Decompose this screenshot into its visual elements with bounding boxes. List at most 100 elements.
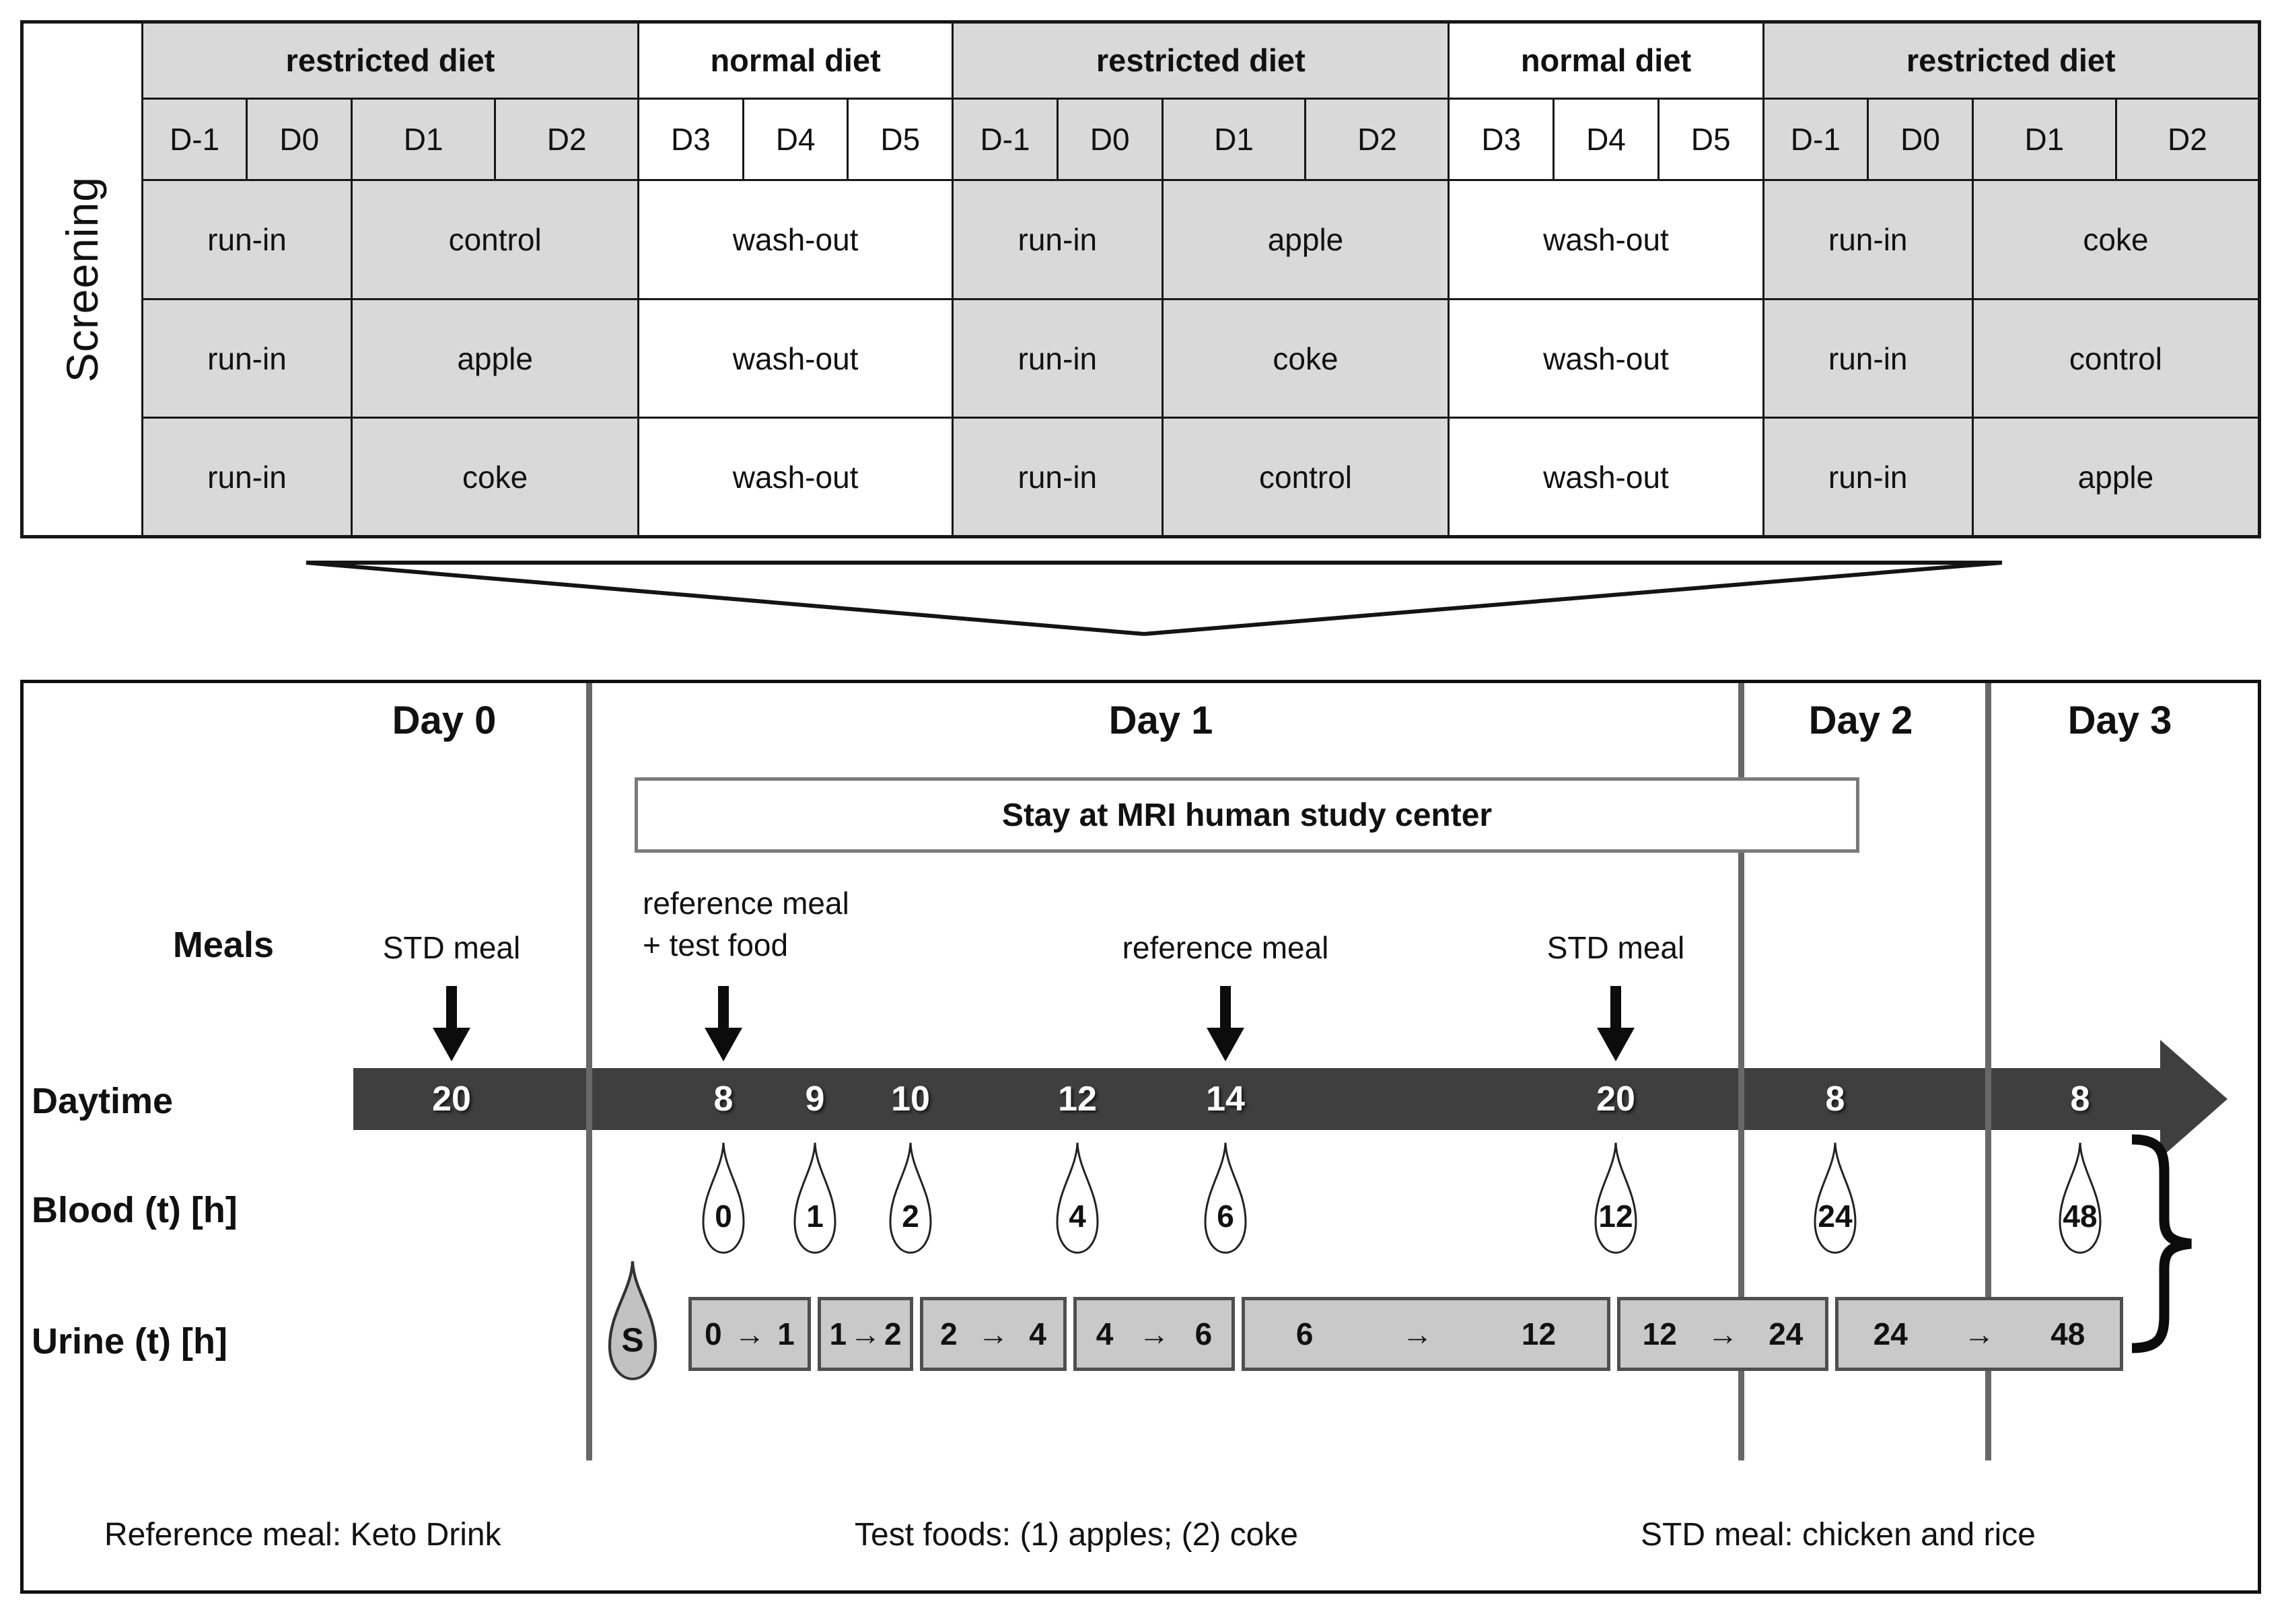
urine-start-label: S — [621, 1320, 644, 1359]
meal-arrow-icon — [705, 986, 742, 1061]
day-header: D0 — [246, 97, 353, 182]
daytime-tick: 20 — [1596, 1080, 1635, 1119]
urine-to: 12 — [1521, 1316, 1557, 1351]
day-header: D1 — [1161, 97, 1307, 182]
day-header: D-1 — [141, 97, 248, 182]
urine-row-label: Urine (t) [h] — [32, 1321, 227, 1362]
day-header: D4 — [1553, 97, 1660, 182]
legend-std-meal: STD meal: chicken and rice — [1641, 1517, 2036, 1553]
day-header: D2 — [2114, 97, 2261, 182]
day-header: D3 — [637, 97, 744, 182]
day-header: D5 — [847, 97, 954, 182]
diet-header: restricted diet — [952, 21, 1450, 100]
arrow-right-icon: → — [734, 1316, 765, 1351]
diet-header: restricted diet — [1762, 21, 2261, 100]
meal-arrow-icon — [433, 986, 470, 1061]
meal-event-label: reference meal — [1050, 927, 1400, 968]
day-header: D-1 — [952, 97, 1059, 182]
blood-time: 0 — [715, 1198, 732, 1234]
urine-from: 0 — [705, 1316, 722, 1351]
arrow-right-icon: → — [1964, 1316, 1995, 1351]
day-header: D0 — [1867, 97, 1974, 182]
daytime-tick: 8 — [713, 1080, 734, 1119]
blood-time: 48 — [2063, 1198, 2098, 1234]
blood-time: 12 — [1598, 1198, 1633, 1234]
daytime-row-label: Daytime — [32, 1081, 174, 1121]
day-header: D2 — [1304, 97, 1450, 182]
diet-header: normal diet — [1448, 21, 1764, 100]
sequence-cell: apple — [351, 297, 640, 419]
urine-to: 48 — [2050, 1316, 2085, 1351]
sequence-cell: run-in — [141, 297, 353, 419]
urine-interval-box: 1 → 2 — [818, 1297, 913, 1371]
daytime-bar-arrowhead-icon — [2160, 1040, 2227, 1158]
meals-row-label: Meals — [172, 925, 274, 965]
day-header: D5 — [1657, 97, 1764, 182]
daytime-tick: 9 — [805, 1080, 825, 1119]
day-label-1: Day 1 — [1108, 699, 1213, 742]
sequence-cell: coke — [351, 417, 640, 538]
urine-interval-box: 6 → 12 — [1242, 1297, 1610, 1371]
diet-header: normal diet — [637, 21, 954, 100]
blood-drop-icon: 4 — [1047, 1141, 1108, 1257]
funnel-connector — [306, 561, 2003, 636]
daytime-tick: 10 — [891, 1080, 930, 1119]
sequence-cell: wash-out — [637, 297, 954, 419]
daytime-tick: 14 — [1206, 1080, 1245, 1119]
meal-event-line: reference meal — [1122, 930, 1329, 965]
day-header-row: D-1 D0 D1 D2 D3 D4 D5 D-1 D0 D1 D2 D3 D4… — [22, 97, 2261, 182]
blood-time: 1 — [806, 1198, 824, 1234]
screening-table: Screening restricted diet normal diet re… — [20, 20, 2261, 538]
day-header: D1 — [351, 97, 497, 182]
meal-event-label: STD meal — [1441, 927, 1791, 968]
day-header: D3 — [1448, 97, 1555, 182]
urine-from: 2 — [940, 1316, 958, 1351]
urine-from: 1 — [829, 1316, 847, 1351]
sequence-cell: coke — [1161, 297, 1450, 419]
arrow-right-icon: → — [850, 1316, 881, 1351]
sequence-cell: wash-out — [1448, 417, 1764, 538]
meal-arrow-icon — [1597, 986, 1635, 1061]
day-header: D1 — [1971, 97, 2117, 182]
blood-drop-icon: 12 — [1585, 1141, 1646, 1257]
blood-drop-icon: 1 — [785, 1141, 845, 1257]
daytime-tick: 8 — [1825, 1080, 1845, 1119]
arrow-right-icon: → — [1402, 1316, 1433, 1351]
day-label-2: Day 2 — [1808, 699, 1913, 742]
blood-drop-icon: 24 — [1805, 1141, 1865, 1257]
day-separator-2-3 — [1985, 683, 1991, 1460]
urine-to: 1 — [777, 1316, 795, 1351]
sequence-cell: wash-out — [1448, 297, 1764, 419]
meal-event-line: STD meal — [1546, 930, 1685, 965]
day-header: D2 — [494, 97, 640, 182]
sequence-row-3: run-in coke wash-out run-in control wash… — [22, 417, 2261, 538]
urine-to: 4 — [1029, 1316, 1046, 1351]
sequence-row-2: run-in apple wash-out run-in coke wash-o… — [22, 297, 2261, 419]
screening-label: Screening — [57, 176, 108, 383]
sequence-cell: run-in — [952, 417, 1164, 538]
meal-event-label: STD meal — [277, 927, 627, 968]
sequence-row-1: run-in control wash-out run-in apple was… — [22, 179, 2261, 300]
day-header: D-1 — [1762, 97, 1869, 182]
sequence-cell: run-in — [1762, 297, 1974, 419]
meal-arrow-icon — [1207, 986, 1244, 1061]
sequence-cell: control — [1971, 297, 2261, 419]
sequence-cell: control — [351, 179, 640, 300]
urine-from: 12 — [1642, 1316, 1677, 1351]
sequence-cell: coke — [1971, 179, 2261, 300]
day-separator-0-1 — [586, 683, 592, 1460]
sequence-cell: run-in — [952, 179, 1164, 300]
legend-test-foods: Test foods: (1) apples; (2) coke — [855, 1517, 1298, 1553]
sequence-cell: run-in — [952, 297, 1164, 419]
urine-to: 2 — [884, 1316, 902, 1351]
day-label-3: Day 3 — [2067, 699, 2172, 742]
arrow-right-icon: → — [1707, 1316, 1738, 1351]
sequence-cell: wash-out — [637, 179, 954, 300]
urine-start-drop-icon: S — [598, 1259, 667, 1383]
diet-header-row: Screening restricted diet normal diet re… — [21, 21, 2261, 538]
blood-row-label: Blood (t) [h] — [32, 1190, 238, 1230]
urine-interval-box: 2 → 4 — [920, 1297, 1067, 1371]
sequence-cell: run-in — [1762, 417, 1974, 538]
urine-to: 6 — [1194, 1316, 1213, 1351]
